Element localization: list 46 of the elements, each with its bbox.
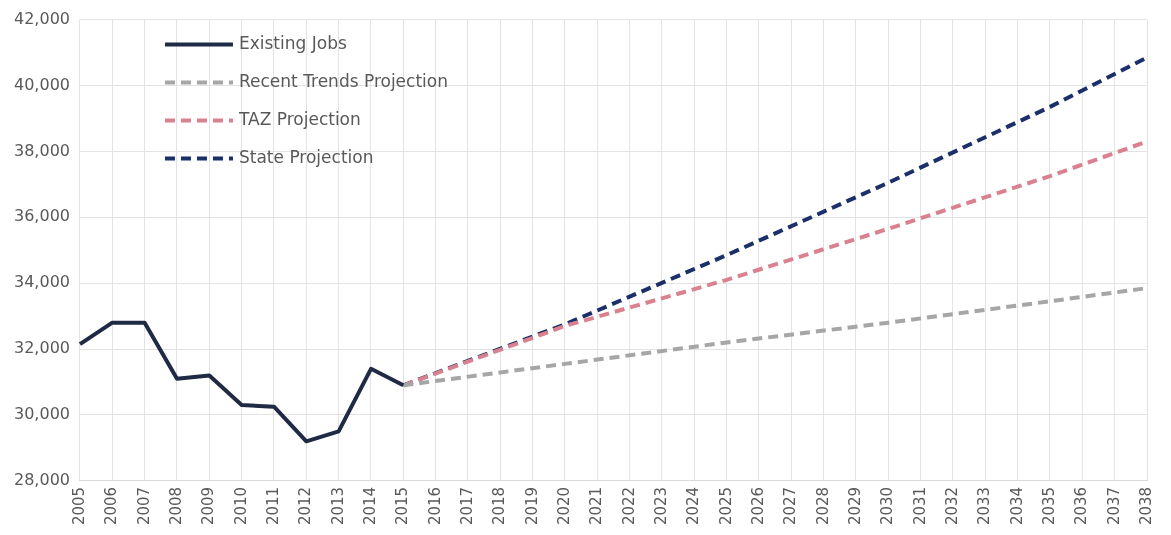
x-tick-label: 2027 [781, 486, 800, 526]
x-tick-label: 2031 [910, 486, 929, 526]
x-tick-label: 2006 [102, 486, 121, 526]
y-tick-label: 36,000 [14, 206, 70, 226]
x-tick-label: 2005 [69, 486, 88, 526]
y-tick-label: 40,000 [14, 74, 70, 94]
x-tick-label: 2028 [813, 486, 832, 526]
legend-label: Existing Jobs [238, 33, 347, 54]
x-tick-label: 2011 [263, 486, 282, 526]
x-tick-label: 2036 [1072, 486, 1091, 526]
legend-label: State Projection [238, 147, 374, 168]
x-tick-label: 2014 [360, 486, 379, 526]
x-tick-label: 2008 [166, 486, 185, 526]
y-tick-label: 28,000 [14, 469, 70, 489]
x-tick-label: 2035 [1039, 486, 1058, 526]
x-tick-label: 2025 [716, 486, 735, 526]
x-tick-label: 2038 [1136, 486, 1155, 526]
legend-label: Recent Trends Projection [238, 71, 448, 92]
x-tick-label: 2037 [1104, 486, 1123, 526]
legend-label: TAZ Projection [237, 109, 361, 130]
x-tick-label: 2013 [328, 486, 347, 526]
x-tick-label: 2020 [554, 486, 573, 526]
x-tick-label: 2012 [296, 486, 315, 526]
x-tick-label: 2009 [199, 486, 218, 526]
x-tick-label: 2030 [878, 486, 897, 526]
x-tick-label: 2022 [619, 486, 638, 526]
x-tick-label: 2032 [942, 486, 961, 526]
y-tick-label: 42,000 [14, 8, 70, 28]
x-tick-label: 2018 [490, 486, 509, 526]
x-tick-label: 2034 [1007, 486, 1026, 526]
y-tick-label: 32,000 [14, 338, 70, 358]
x-tick-label: 2017 [457, 486, 476, 526]
x-tick-label: 2023 [651, 486, 670, 526]
x-tick-label: 2033 [975, 486, 994, 526]
x-tick-label: 2007 [134, 486, 153, 526]
x-tick-label: 2019 [522, 486, 541, 526]
x-tick-label: 2010 [231, 486, 250, 526]
y-tick-label: 34,000 [14, 272, 70, 292]
x-tick-label: 2021 [587, 486, 606, 526]
x-tick-label: 2026 [748, 486, 767, 526]
x-tick-label: 2016 [425, 486, 444, 526]
y-tick-label: 38,000 [14, 140, 70, 160]
x-tick-label: 2015 [393, 486, 412, 526]
y-tick-label: 30,000 [14, 404, 70, 424]
x-tick-label: 2024 [684, 486, 703, 526]
x-tick-label: 2029 [845, 486, 864, 526]
